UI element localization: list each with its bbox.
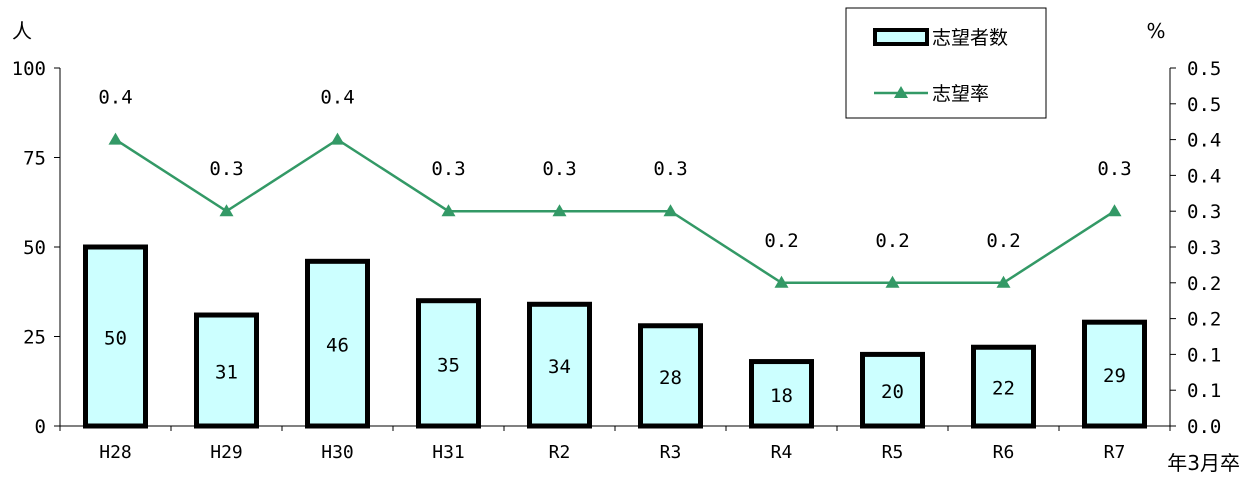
right-tick-label: 0.4 xyxy=(1187,130,1221,152)
line-data-label: 0.2 xyxy=(875,230,909,252)
bar xyxy=(194,312,259,429)
bar-data-label: 18 xyxy=(770,385,793,407)
line-point-marker xyxy=(330,132,345,145)
left-tick-label: 100 xyxy=(12,58,46,80)
line-point-marker xyxy=(996,275,1011,288)
line-data-label: 0.4 xyxy=(98,87,132,109)
bar xyxy=(416,298,481,429)
line-data-label: 0.4 xyxy=(320,87,354,109)
x-tick-label: H29 xyxy=(210,442,243,463)
line-data-label: 0.3 xyxy=(542,158,576,180)
bar xyxy=(527,301,592,429)
bar-series xyxy=(83,244,1147,429)
left-tick-label: 50 xyxy=(23,237,46,259)
right-tick-label: 0.3 xyxy=(1187,237,1221,259)
bar-data-label: 20 xyxy=(881,381,904,403)
data-labels: 50 31 46 35 34 28 18 20 22 29 0.4 0.3 0.4 0.3 0.3 0.3 0.… xyxy=(98,87,1131,407)
bar-data-label: 31 xyxy=(215,362,238,384)
right-tick-label: 0.5 xyxy=(1187,58,1221,80)
x-tick-label: R5 xyxy=(882,442,904,463)
legend-line-label: 志望率 xyxy=(932,83,989,105)
left-tick-label: 25 xyxy=(23,327,46,349)
legend-bar-swatch xyxy=(873,28,929,46)
axes: 0 25 50 75 100 0.0 0.1 0.1 0.2 0.2 0.3 0.3 0.4 0.4 0.5… xyxy=(12,19,1240,475)
right-tick-label: 0.3 xyxy=(1187,201,1221,223)
x-tick-label: H28 xyxy=(99,442,132,463)
right-tick-label: 0.1 xyxy=(1187,380,1221,402)
line-data-label: 0.3 xyxy=(209,158,243,180)
right-axis-unit: % xyxy=(1146,19,1165,43)
bar xyxy=(305,258,370,429)
bar xyxy=(638,323,703,429)
line-data-label: 0.2 xyxy=(764,230,798,252)
x-tick-label: R7 xyxy=(1104,442,1126,463)
line-point-marker xyxy=(441,204,456,217)
bar xyxy=(1082,319,1147,429)
x-tick-label: R6 xyxy=(993,442,1015,463)
x-tick-label: R4 xyxy=(771,442,793,463)
right-tick-label: 0.0 xyxy=(1187,416,1221,438)
line-data-label: 0.3 xyxy=(431,158,465,180)
right-tick-label: 0.2 xyxy=(1187,309,1221,331)
line-point-marker xyxy=(774,275,789,288)
right-tick-label: 0.2 xyxy=(1187,273,1221,295)
line-point-marker xyxy=(1107,204,1122,217)
right-tick-label: 0.4 xyxy=(1187,165,1221,187)
line-point-marker xyxy=(552,204,567,217)
legend-line-marker xyxy=(894,86,908,98)
x-axis-title: 年3月卒 xyxy=(1167,451,1240,475)
bar-data-label: 34 xyxy=(548,356,571,378)
legend-box xyxy=(845,7,1047,119)
bar-data-label: 50 xyxy=(104,328,127,350)
line-point-marker xyxy=(663,204,678,217)
line-path xyxy=(114,138,1116,285)
bar-data-label: 22 xyxy=(992,378,1015,400)
bar xyxy=(83,244,148,429)
line-point-marker xyxy=(108,132,123,145)
bar xyxy=(749,359,814,429)
right-tick-label: 0.1 xyxy=(1187,344,1221,366)
right-tick-label: 0.5 xyxy=(1187,94,1221,116)
legend-bar-label: 志望者数 xyxy=(932,27,1008,49)
bar-data-label: 28 xyxy=(659,367,682,389)
line-point-marker xyxy=(219,204,234,217)
bar-data-label: 35 xyxy=(437,354,460,376)
bar-data-label: 29 xyxy=(1103,365,1126,387)
line-series xyxy=(108,132,1122,288)
line-data-label: 0.2 xyxy=(986,230,1020,252)
x-tick-label: R3 xyxy=(660,442,682,463)
line-data-label: 0.3 xyxy=(653,158,687,180)
line-data-label: 0.3 xyxy=(1097,158,1131,180)
left-tick-label: 75 xyxy=(23,148,46,170)
x-tick-label: H31 xyxy=(432,442,465,463)
bar xyxy=(860,351,925,429)
x-tick-label: R2 xyxy=(549,442,571,463)
bar-data-label: 46 xyxy=(326,335,349,357)
x-tick-label: H30 xyxy=(321,442,354,463)
left-axis-unit: 人 xyxy=(12,19,32,43)
left-tick-label: 0 xyxy=(35,416,46,438)
bar xyxy=(971,344,1036,429)
line-point-marker xyxy=(885,275,900,288)
